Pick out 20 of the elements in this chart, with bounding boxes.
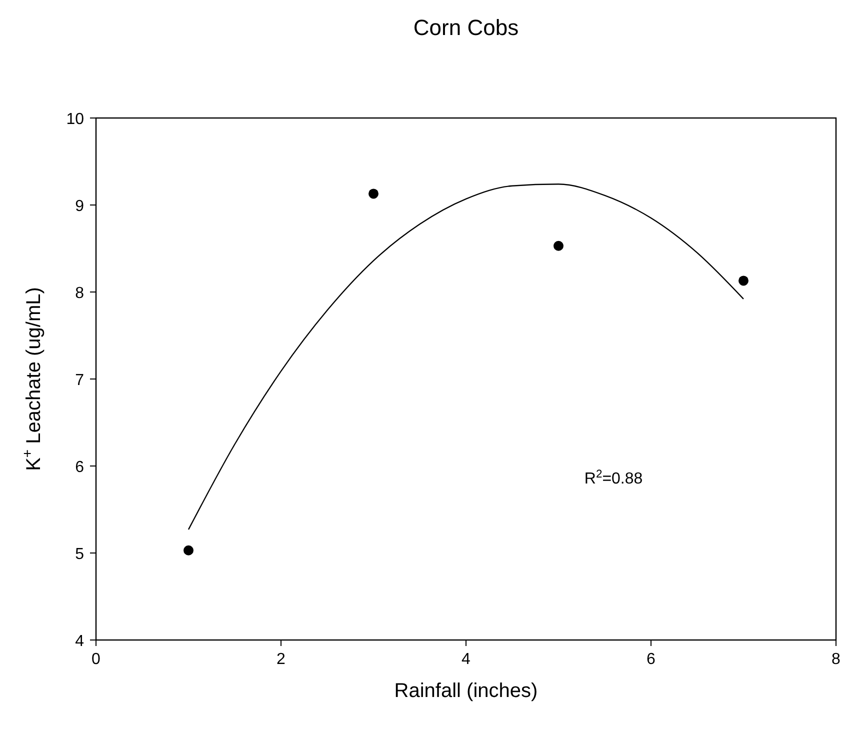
y-tick-label: 7 xyxy=(75,372,84,389)
y-tick-label: 4 xyxy=(75,633,84,650)
point xyxy=(184,545,194,556)
x-tick-label: 6 xyxy=(646,651,656,668)
line-series xyxy=(188,184,744,530)
y-tick-label: 8 xyxy=(75,285,84,302)
x-axis-title: Rainfall (inches) xyxy=(394,680,538,702)
point xyxy=(368,188,378,199)
point xyxy=(738,276,748,286)
x-tick-label: 0 xyxy=(92,651,101,668)
chart-title: Corn Cobs xyxy=(413,15,519,40)
y-tick-label: 6 xyxy=(75,459,84,476)
x-tick-label: 4 xyxy=(462,651,471,668)
y-tick-label: 5 xyxy=(75,546,84,563)
x-tick-label: 8 xyxy=(832,651,841,668)
x-tick-label: 2 xyxy=(276,651,286,668)
y-tick-label: 9 xyxy=(75,198,84,215)
y-tick-label: 10 xyxy=(66,111,84,128)
point xyxy=(554,240,564,251)
annotation: R$^{2}$=0.88 xyxy=(584,468,643,488)
